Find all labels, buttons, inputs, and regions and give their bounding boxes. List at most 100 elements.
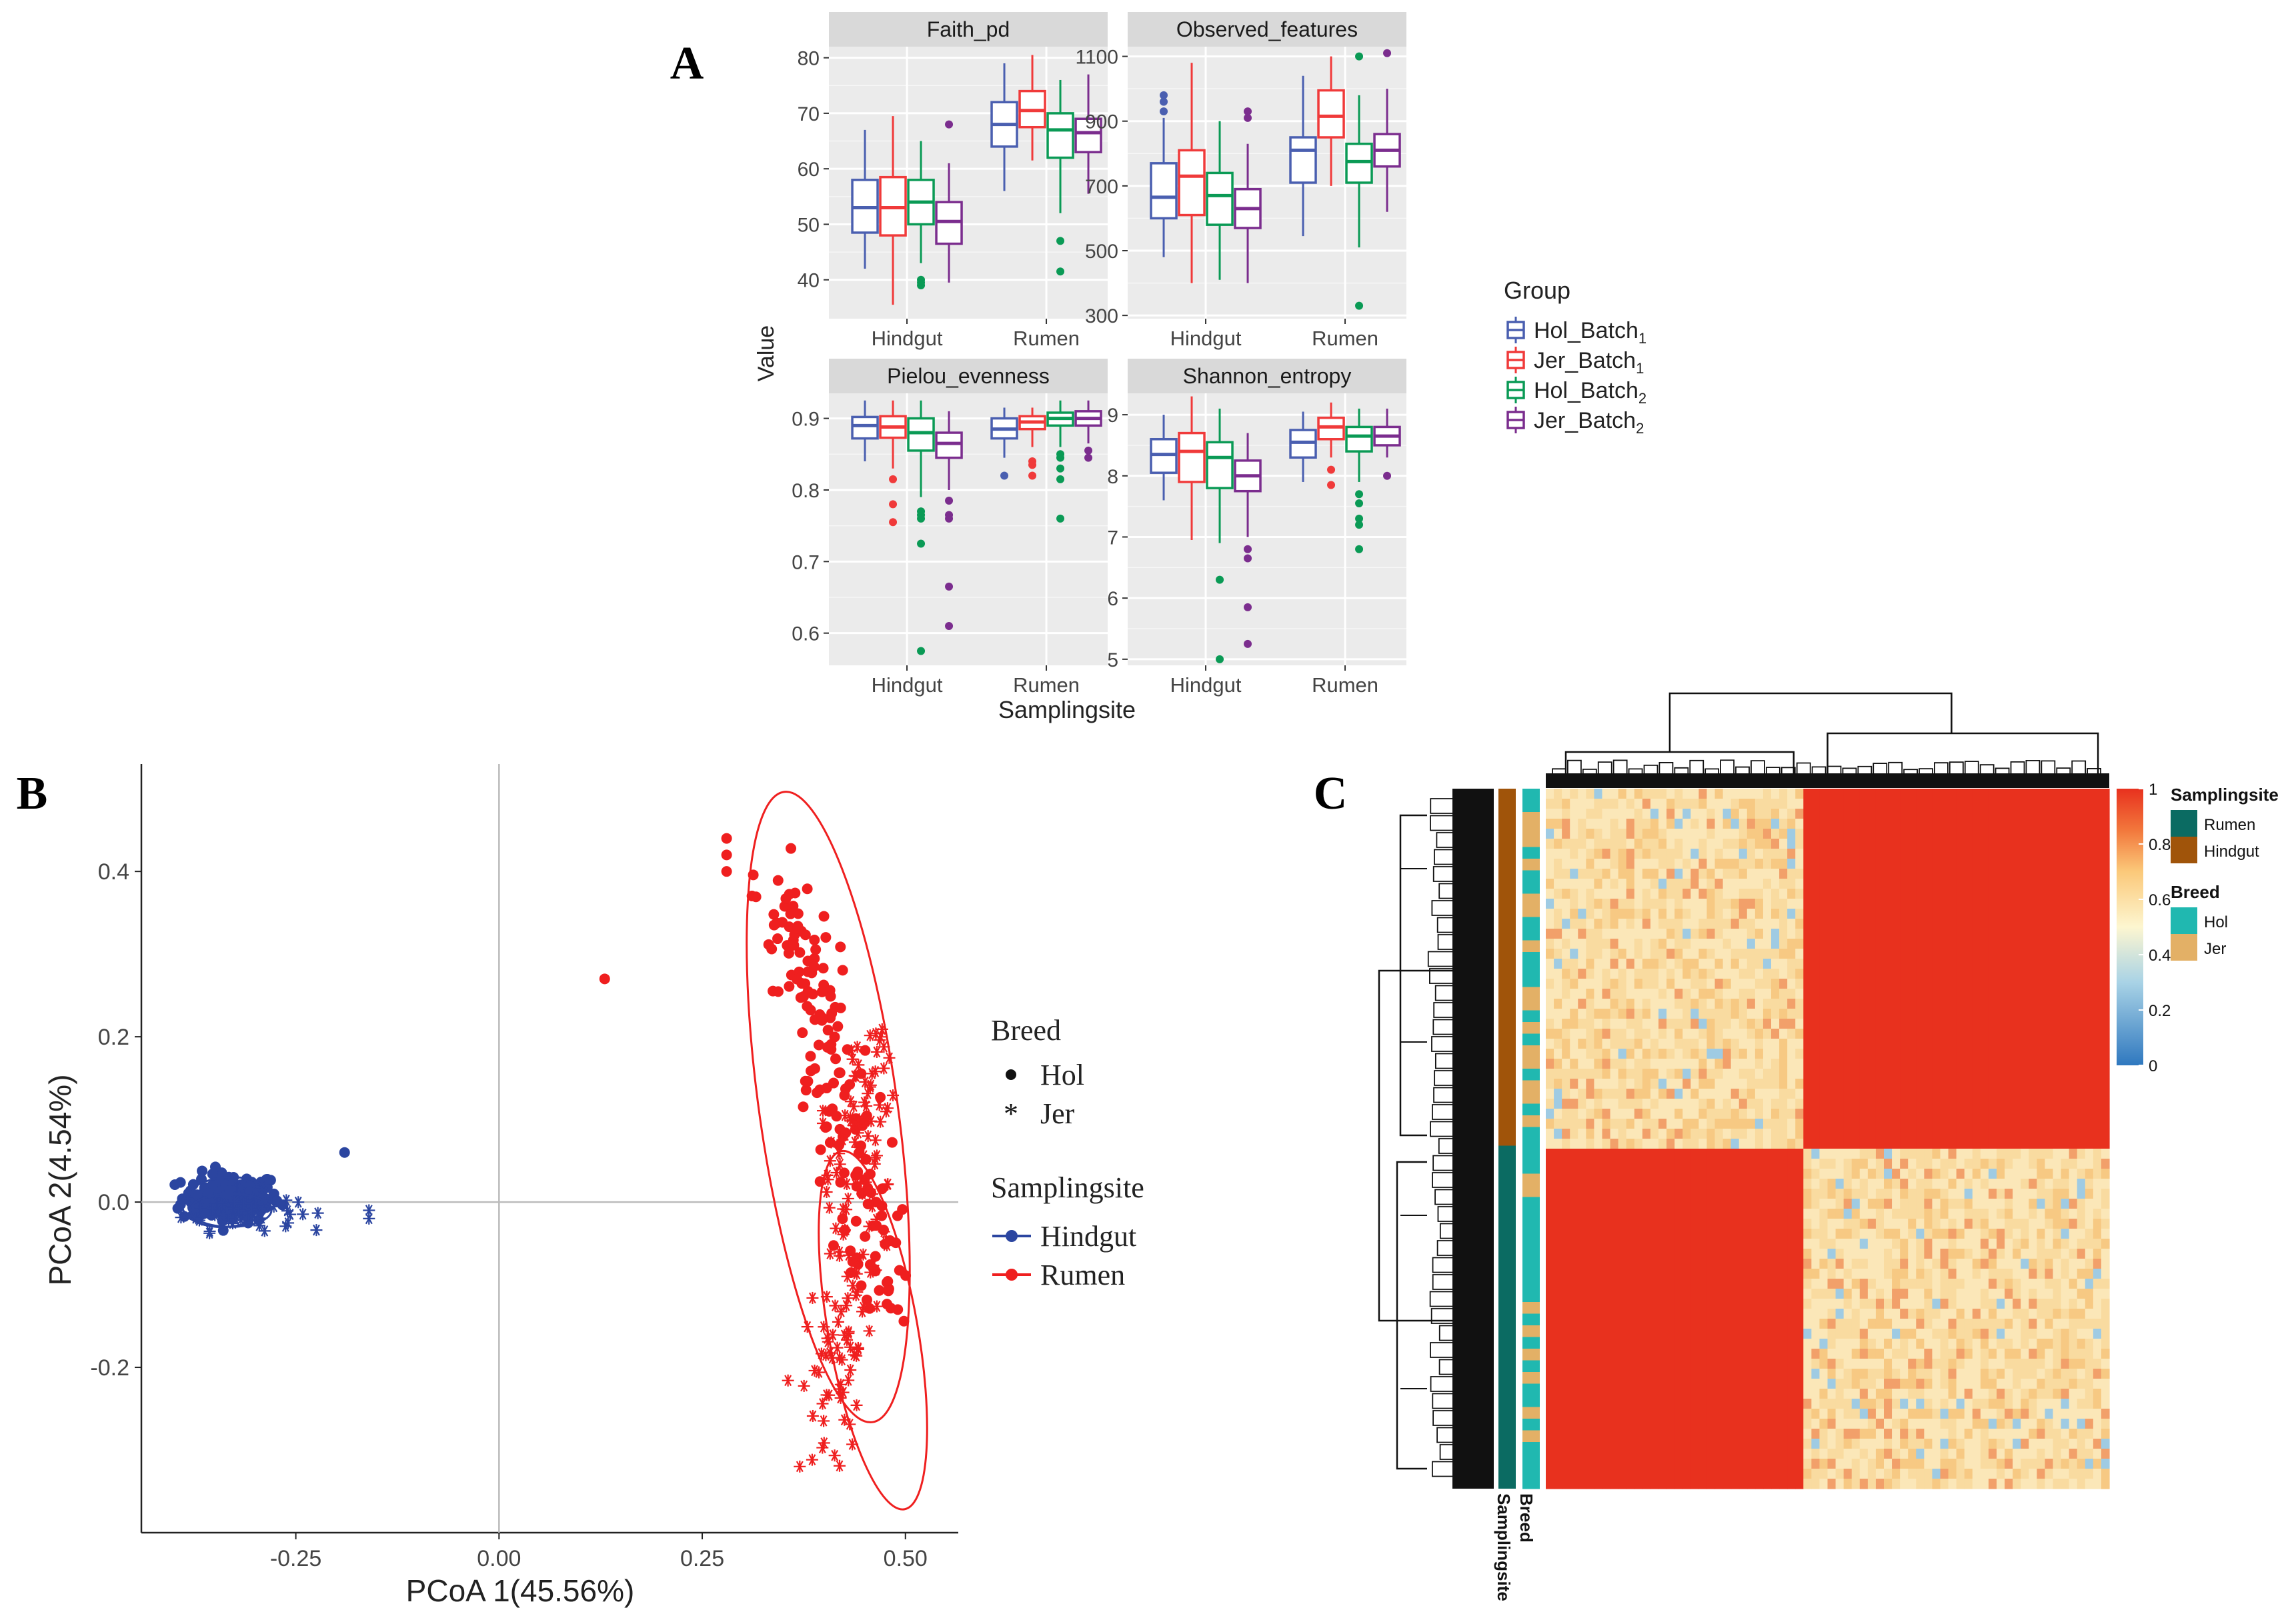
heat-cell bbox=[1546, 799, 1554, 809]
heat-cell bbox=[1650, 789, 1659, 799]
heat-cell bbox=[2085, 809, 2094, 819]
heat-cell bbox=[1610, 1079, 1619, 1089]
heat-cell bbox=[1867, 899, 1877, 909]
heat-cell bbox=[1666, 839, 1675, 849]
heat-cell bbox=[1682, 789, 1691, 799]
outlier-point bbox=[1028, 471, 1037, 480]
heat-cell bbox=[1674, 909, 1683, 919]
heat-cell bbox=[1932, 899, 1941, 909]
heat-cell bbox=[1618, 1219, 1627, 1229]
heat-cell bbox=[1932, 979, 1941, 989]
heat-cell bbox=[1690, 849, 1699, 859]
heat-cell bbox=[1867, 939, 1877, 949]
heat-cell bbox=[1835, 979, 1845, 989]
heat-cell bbox=[2013, 1209, 2021, 1219]
heat-cell bbox=[1892, 829, 1901, 839]
heat-cell bbox=[1811, 1119, 1821, 1129]
heat-cell bbox=[1795, 1079, 1804, 1089]
heat-cell bbox=[1739, 859, 1748, 869]
heat-cell bbox=[1843, 989, 1853, 999]
box-rumen-3 bbox=[1074, 74, 1102, 194]
heat-cell bbox=[1594, 939, 1603, 949]
heat-cell bbox=[1875, 1129, 1885, 1139]
c-annot-breed-segment bbox=[1522, 870, 1540, 883]
heat-cell bbox=[2061, 1029, 2070, 1039]
heat-cell bbox=[2037, 1069, 2046, 1079]
heat-cell bbox=[1900, 929, 1909, 939]
heat-cell bbox=[2029, 939, 2037, 949]
heat-cell bbox=[1666, 1089, 1675, 1099]
heat-cell bbox=[1819, 919, 1829, 929]
heat-cell bbox=[1706, 1179, 1716, 1189]
heat-cell bbox=[1602, 949, 1611, 959]
heat-cell bbox=[1634, 979, 1643, 989]
heat-cell bbox=[2029, 1059, 2037, 1069]
heat-cell bbox=[2021, 959, 2029, 969]
heat-cell bbox=[2101, 949, 2110, 959]
heat-cell bbox=[1972, 849, 1981, 859]
heat-cell bbox=[1546, 979, 1554, 989]
outlier-point bbox=[1084, 453, 1093, 462]
b-point-dot bbox=[825, 991, 836, 1002]
heat-cell bbox=[1811, 1149, 1821, 1159]
heat-cell bbox=[1747, 1219, 1756, 1229]
heat-cell bbox=[1908, 999, 1917, 1009]
heat-cell bbox=[2085, 1079, 2094, 1089]
heat-cell bbox=[2061, 879, 2070, 889]
heat-cell bbox=[1819, 1169, 1829, 1179]
heat-cell bbox=[2045, 1199, 2054, 1209]
heat-cell bbox=[1554, 819, 1562, 829]
heat-cell bbox=[1626, 1069, 1635, 1079]
heat-cell bbox=[1803, 829, 1812, 839]
heat-cell bbox=[1972, 1069, 1981, 1079]
heat-cell bbox=[1803, 839, 1812, 849]
heat-cell bbox=[1594, 969, 1603, 979]
heat-cell bbox=[1932, 989, 1941, 999]
heat-cell bbox=[1562, 1189, 1570, 1199]
heat-cell bbox=[1658, 1049, 1667, 1059]
heat-cell bbox=[1956, 999, 1965, 1009]
a-legend-entry: Jer_Batch2 bbox=[1506, 407, 1644, 437]
heat-cell bbox=[1682, 1199, 1691, 1209]
heat-cell bbox=[1948, 1169, 1957, 1179]
b-legend-hindgut-label: Hindgut bbox=[1040, 1220, 1136, 1253]
heat-cell bbox=[1739, 999, 1748, 1009]
heat-cell bbox=[2037, 929, 2046, 939]
b-point-dot bbox=[876, 1210, 888, 1221]
heat-cell bbox=[1884, 1069, 1893, 1079]
heat-cell bbox=[1940, 959, 1949, 969]
heat-cell bbox=[2013, 1129, 2021, 1139]
heat-cell bbox=[2061, 999, 2070, 1009]
heat-cell bbox=[2101, 899, 2110, 909]
heat-cell bbox=[1626, 1199, 1635, 1209]
heat-cell bbox=[1747, 909, 1756, 919]
heat-cell bbox=[2069, 819, 2078, 829]
heat-cell bbox=[1650, 1139, 1659, 1149]
heat-cell bbox=[1723, 989, 1732, 999]
heat-cell bbox=[1554, 1089, 1562, 1099]
heat-cell bbox=[1795, 1189, 1804, 1199]
heat-cell bbox=[1875, 1019, 1885, 1029]
heat-cell bbox=[2069, 909, 2078, 919]
heat-cell bbox=[1642, 819, 1651, 829]
heat-cell bbox=[1884, 1039, 1893, 1049]
heat-cell bbox=[1811, 989, 1821, 999]
heat-cell bbox=[1827, 959, 1837, 969]
heat-cell bbox=[1546, 1079, 1554, 1089]
heat-cell bbox=[2093, 1099, 2102, 1109]
heat-cell bbox=[1803, 1199, 1812, 1209]
c-annot-breed-segment bbox=[1522, 952, 1540, 964]
heat-cell bbox=[1755, 789, 1764, 799]
heat-cell bbox=[1779, 1069, 1788, 1079]
heat-cell bbox=[1618, 819, 1627, 829]
heat-cell bbox=[1964, 819, 1973, 829]
heat-cell bbox=[1884, 1179, 1893, 1189]
heat-cell bbox=[1698, 1009, 1708, 1019]
heat-cell bbox=[2045, 809, 2054, 819]
heat-cell bbox=[1779, 999, 1788, 1009]
heat-cell bbox=[1763, 1179, 1772, 1189]
heat-cell bbox=[1997, 1079, 2005, 1089]
heat-cell bbox=[1916, 1129, 1925, 1139]
b-point-dot bbox=[207, 1168, 218, 1179]
heat-cell bbox=[2061, 1089, 2070, 1099]
